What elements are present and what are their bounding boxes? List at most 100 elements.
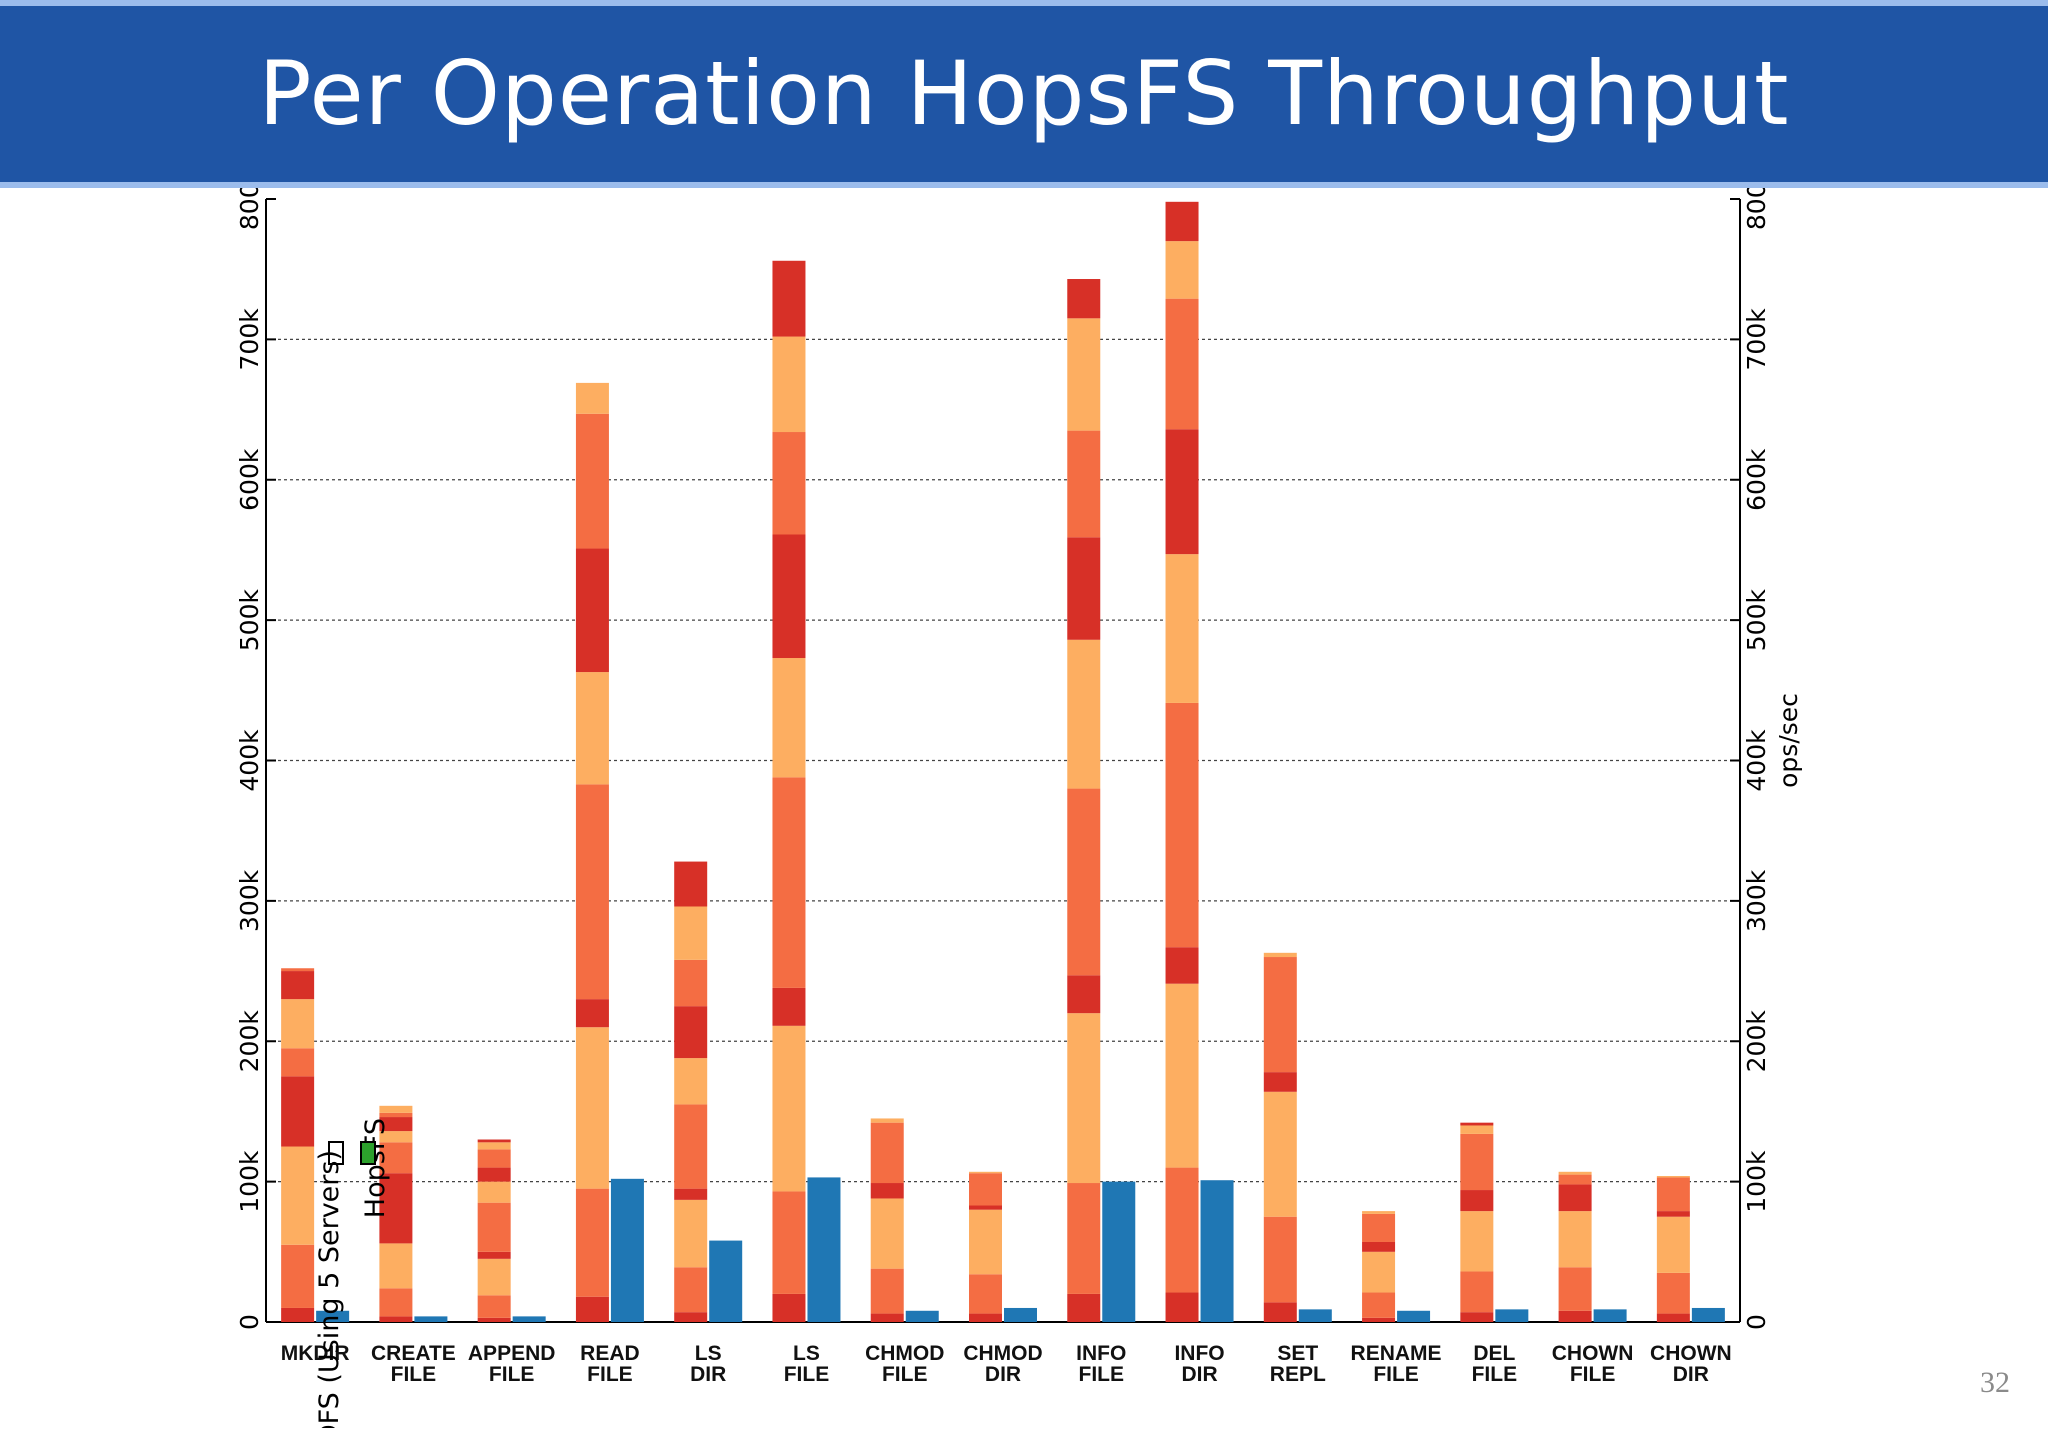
x-category-label: RENAME	[1351, 1342, 1442, 1365]
hdfs-bar	[709, 1240, 743, 1322]
hopsfs-bar-segment	[969, 1209, 1002, 1275]
hopsfs-bar-segment	[1263, 1302, 1297, 1322]
hopsfs-bar-segment	[1558, 1171, 1592, 1175]
hopsfs-bar-segment	[1067, 639, 1101, 789]
x-category-label: FILE	[1570, 1363, 1616, 1386]
hopsfs-bar-segment	[674, 1006, 708, 1059]
y-axis-title-right: ops/sec	[1774, 693, 1803, 788]
hopsfs-bar-segment	[674, 1312, 708, 1322]
slide-number: 32	[1980, 1366, 2010, 1399]
hopsfs-bar-segment	[1067, 1013, 1101, 1184]
hopsfs-bar-segment	[1460, 1125, 1494, 1134]
hdfs-bar	[316, 1310, 350, 1322]
hopsfs-bar-segment	[281, 1076, 315, 1147]
x-category-label: READ	[580, 1342, 640, 1365]
hopsfs-bar-segment	[772, 336, 806, 433]
throughput-chart: 0 0 100k 100k 200k 200k 300k 300k 400k 400k 500k 50…	[235, 188, 1803, 1428]
hopsfs-bar-segment	[674, 959, 708, 1007]
title-bar	[0, 6, 2048, 182]
x-category-label: DIR	[985, 1363, 1021, 1386]
hopsfs-bar-segment	[772, 432, 806, 535]
y-tick-label-right: 700k	[1742, 308, 1771, 371]
y-tick-label-left: 600k	[235, 448, 264, 511]
x-category-label: REPL	[1270, 1363, 1326, 1386]
x-category-label: FILE	[391, 1363, 437, 1386]
y-tick-label-left: 800k	[235, 188, 264, 230]
x-category-label: CHMOD	[963, 1342, 1042, 1365]
hopsfs-bar-segment	[281, 971, 315, 1000]
hopsfs-bar-segment	[1656, 1211, 1690, 1217]
x-category-label: CHMOD	[865, 1342, 944, 1365]
title-underline	[0, 182, 2048, 188]
hdfs-bar	[610, 1178, 644, 1322]
hdfs-bar	[1691, 1307, 1725, 1322]
hdfs-bar	[807, 1177, 841, 1322]
y-tick-label-right: 600k	[1742, 448, 1771, 511]
hopsfs-bar-segment	[1362, 1317, 1396, 1322]
hopsfs-bar-segment	[379, 1316, 413, 1322]
hopsfs-bar-segment	[379, 1112, 413, 1118]
hopsfs-bar-segment	[1165, 1167, 1199, 1293]
hopsfs-bar-segment	[674, 906, 708, 960]
hopsfs-bar-segment	[772, 1025, 806, 1192]
y-tick-label-right: 300k	[1742, 869, 1771, 932]
hopsfs-bar-segment	[1656, 1313, 1690, 1322]
y-tick-label-right: 800k	[1742, 188, 1771, 230]
hopsfs-bar-segment	[1263, 952, 1297, 958]
hopsfs-bar-segment	[379, 1131, 413, 1143]
y-tick-label-left: 100k	[235, 1150, 264, 1213]
hopsfs-bar-segment	[477, 1202, 511, 1252]
hopsfs-bar-segment	[870, 1118, 904, 1123]
hopsfs-bar-segment	[477, 1149, 511, 1168]
x-category-label: FILE	[1079, 1363, 1125, 1386]
hopsfs-bar-segment	[1558, 1267, 1592, 1311]
hopsfs-bar-segment	[969, 1205, 1002, 1210]
hopsfs-bar-segment	[772, 1191, 806, 1294]
hopsfs-bar-segment	[1165, 241, 1199, 299]
hopsfs-bar-segment	[1656, 1176, 1690, 1178]
hopsfs-bar-segment	[575, 672, 609, 785]
x-category-label: DEL	[1473, 1342, 1515, 1365]
hopsfs-bar-segment	[1362, 1211, 1396, 1214]
hopsfs-bar-segment	[969, 1274, 1002, 1314]
hopsfs-bar-segment	[1165, 298, 1199, 430]
hopsfs-bar-segment	[1067, 318, 1101, 431]
hopsfs-bar-segment	[379, 1117, 413, 1132]
x-category-label: FILE	[1373, 1363, 1419, 1386]
hopsfs-bar-segment	[1263, 957, 1297, 1073]
hopsfs-bar-segment	[1263, 1216, 1297, 1303]
hopsfs-bar-segment	[1460, 1122, 1494, 1126]
x-category-label: CREATE	[371, 1342, 456, 1365]
legend-label-hdfs: HDFS (Using 5 Servers)	[314, 1150, 345, 1428]
hopsfs-bar-segment	[969, 1173, 1002, 1206]
y-tick-label-left: 700k	[235, 308, 264, 371]
y-tick-label-left: 400k	[235, 729, 264, 792]
hopsfs-bar-segment	[575, 413, 609, 549]
hopsfs-bar-segment	[772, 987, 806, 1026]
hopsfs-bar-segment	[1656, 1272, 1690, 1314]
hopsfs-bar-segment	[1067, 975, 1101, 1014]
x-category-label: DIR	[1673, 1363, 1709, 1386]
y-tick-label-right: 100k	[1742, 1150, 1771, 1213]
hopsfs-bar-segment	[1067, 1293, 1101, 1322]
hopsfs-bar-segment	[379, 1288, 413, 1317]
hopsfs-bar-segment	[1362, 1251, 1396, 1293]
hopsfs-bar-segment	[1362, 1213, 1396, 1242]
hopsfs-bar-segment	[575, 784, 609, 1000]
x-category-label: MKDIR	[281, 1342, 350, 1365]
hopsfs-bar-segment	[674, 1199, 708, 1268]
x-category-label: FILE	[784, 1363, 830, 1386]
hopsfs-bar-segment	[379, 1243, 413, 1289]
hopsfs-bar-segment	[575, 999, 609, 1028]
x-category-label: LS	[695, 1342, 722, 1365]
hopsfs-bar-segment	[1558, 1211, 1592, 1268]
y-tick-label-right: 400k	[1742, 729, 1771, 792]
hopsfs-bar-segment	[281, 1307, 315, 1322]
hopsfs-bar-segment	[1656, 1216, 1690, 1273]
hopsfs-bar-segment	[1460, 1271, 1494, 1313]
x-category-label: FILE	[489, 1363, 535, 1386]
hopsfs-bar-segment	[674, 1058, 708, 1105]
hopsfs-bar-segment	[281, 1146, 315, 1245]
hopsfs-bar-segment	[1558, 1310, 1592, 1322]
hopsfs-bar-segment	[1460, 1312, 1494, 1322]
